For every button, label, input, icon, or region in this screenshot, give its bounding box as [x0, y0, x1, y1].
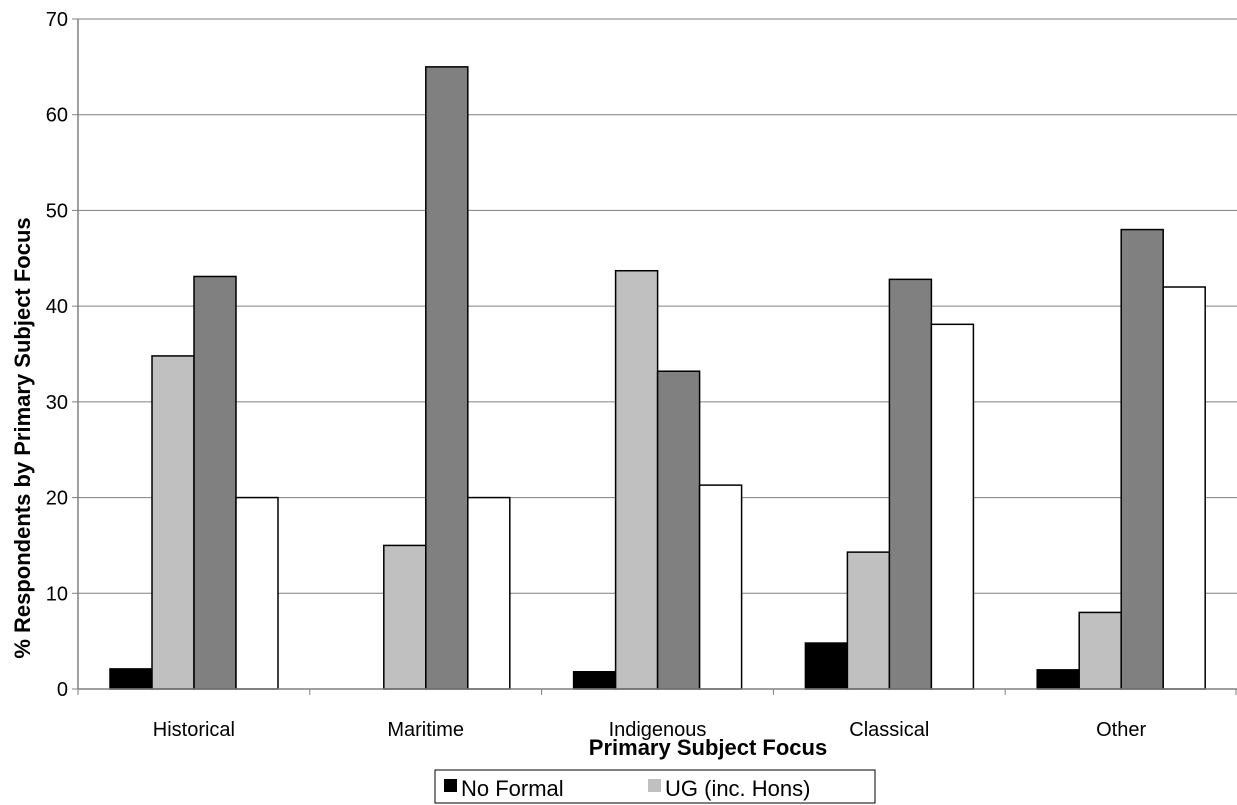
y-tick-label: 30: [46, 392, 68, 414]
bar-maritime-series-2: [383, 544, 427, 690]
x-tick-labels: Historical Maritime Indigenous Classical Oth…: [153, 719, 1147, 741]
legend-swatch-ug: [648, 779, 661, 792]
legend-label-no-formal: No Formal: [461, 776, 564, 801]
bar-other-series-3: [1120, 228, 1164, 690]
y-tick-label: 40: [46, 296, 68, 318]
bar-maritime-series-3: [425, 66, 469, 690]
y-tick-label: 50: [46, 200, 68, 222]
legend: No Formal UG (inc. Hons): [434, 769, 876, 804]
bar-historical-series-1: [109, 668, 153, 690]
bar-historical-series-2: [151, 355, 195, 690]
bar-classical-series-2: [846, 551, 891, 690]
x-tick-label: Indigenous: [609, 719, 707, 741]
axes: [77, 19, 1237, 695]
legend-swatch-no-formal: [444, 779, 457, 792]
y-tick-label: 0: [57, 679, 68, 701]
y-tick-labels: 0 10 20 30 40 50 60 70: [46, 9, 68, 701]
bar-classical-series-4: [930, 323, 975, 690]
legend-label-ug: UG (inc. Hons): [665, 776, 810, 801]
bar-classical-series-1: [804, 642, 849, 690]
x-axis-title: Primary Subject Focus: [589, 735, 827, 760]
y-axis-title: % Respondents by Primary Subject Focus: [10, 217, 35, 658]
y-tick-label: 10: [46, 583, 68, 605]
bar-historical-series-3: [193, 275, 237, 690]
bar-indigenous-series-2: [614, 269, 659, 690]
y-tick-label: 60: [46, 105, 68, 127]
bar-indigenous-series-3: [656, 370, 701, 690]
bar-historical-series-4: [235, 496, 279, 690]
x-tick-label: Classical: [849, 719, 929, 741]
bar-maritime-series-4: [467, 496, 511, 690]
x-tick-label: Historical: [153, 719, 235, 741]
bars: [109, 66, 1206, 690]
y-tick-label: 70: [46, 9, 68, 31]
bar-other-series-2: [1078, 611, 1122, 690]
bar-other-series-4: [1162, 286, 1206, 690]
y-tick-label: 20: [46, 488, 68, 510]
x-tick-label: Maritime: [387, 719, 464, 741]
bar-indigenous-series-4: [698, 484, 743, 690]
x-tick-label: Other: [1096, 719, 1146, 741]
bar-other-series-1: [1036, 669, 1080, 690]
bar-classical-series-3: [888, 278, 933, 690]
bar-indigenous-series-1: [572, 671, 617, 690]
